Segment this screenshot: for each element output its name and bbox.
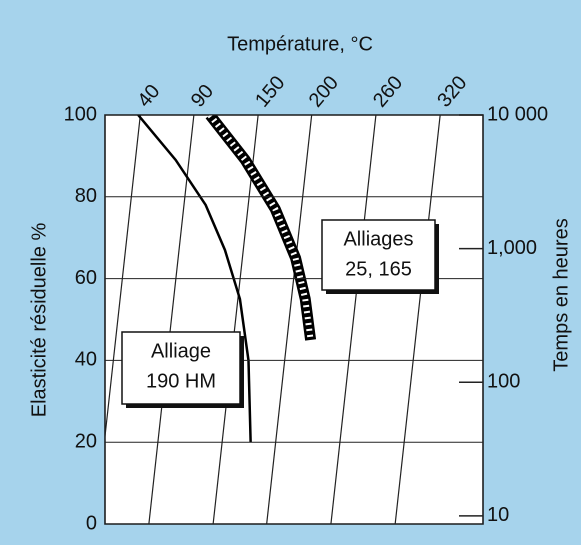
y2-tick-label: 1,000 xyxy=(487,237,537,259)
y2-axis-title: Temps en heures xyxy=(550,218,572,371)
y-tick-label: 80 xyxy=(75,185,97,207)
y2-tick-label: 100 xyxy=(487,371,520,393)
y-tick-label: 20 xyxy=(75,430,97,452)
isotherm-line xyxy=(148,115,195,524)
hatching xyxy=(207,115,314,341)
y-tick-label: 60 xyxy=(75,267,97,289)
annotation-text: 25, 165 xyxy=(345,258,412,280)
y-tick-label: 0 xyxy=(86,512,97,534)
isotherm-line xyxy=(105,115,141,442)
y-tick-label: 40 xyxy=(75,349,97,371)
annotation-box xyxy=(321,219,436,291)
plot-area xyxy=(104,114,484,525)
annotation-text: 190 HM xyxy=(146,370,216,392)
annotation-box xyxy=(121,331,241,405)
isotherm-line xyxy=(212,115,259,524)
y-tick-label: 100 xyxy=(64,103,97,125)
plot-content xyxy=(105,115,441,524)
x-axis-title: Température, °C xyxy=(227,33,373,55)
annotation-text: Alliages xyxy=(343,228,413,250)
isotherm-line xyxy=(266,115,313,524)
annotation-text: Alliage xyxy=(151,340,211,362)
y-axis-title: Elasticité résiduelle % xyxy=(28,223,50,418)
y2-tick-label: 10 xyxy=(487,504,509,526)
y2-tick-label: 10 000 xyxy=(487,103,548,125)
isotherm-line xyxy=(394,115,441,524)
isotherm-line xyxy=(330,115,377,524)
